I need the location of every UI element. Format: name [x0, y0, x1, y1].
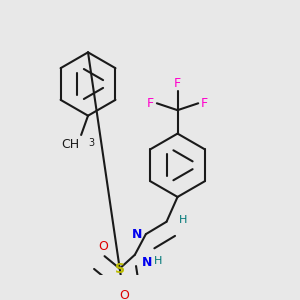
- Text: N: N: [142, 256, 152, 269]
- Text: CH: CH: [61, 138, 80, 151]
- Text: O: O: [98, 240, 108, 254]
- Text: H: H: [179, 215, 187, 225]
- Text: 3: 3: [88, 138, 95, 148]
- Text: H: H: [154, 256, 162, 266]
- Text: N: N: [132, 228, 142, 241]
- Text: F: F: [147, 97, 154, 110]
- Text: F: F: [174, 76, 181, 89]
- Text: S: S: [115, 262, 125, 276]
- Text: O: O: [119, 289, 129, 300]
- Text: F: F: [201, 97, 208, 110]
